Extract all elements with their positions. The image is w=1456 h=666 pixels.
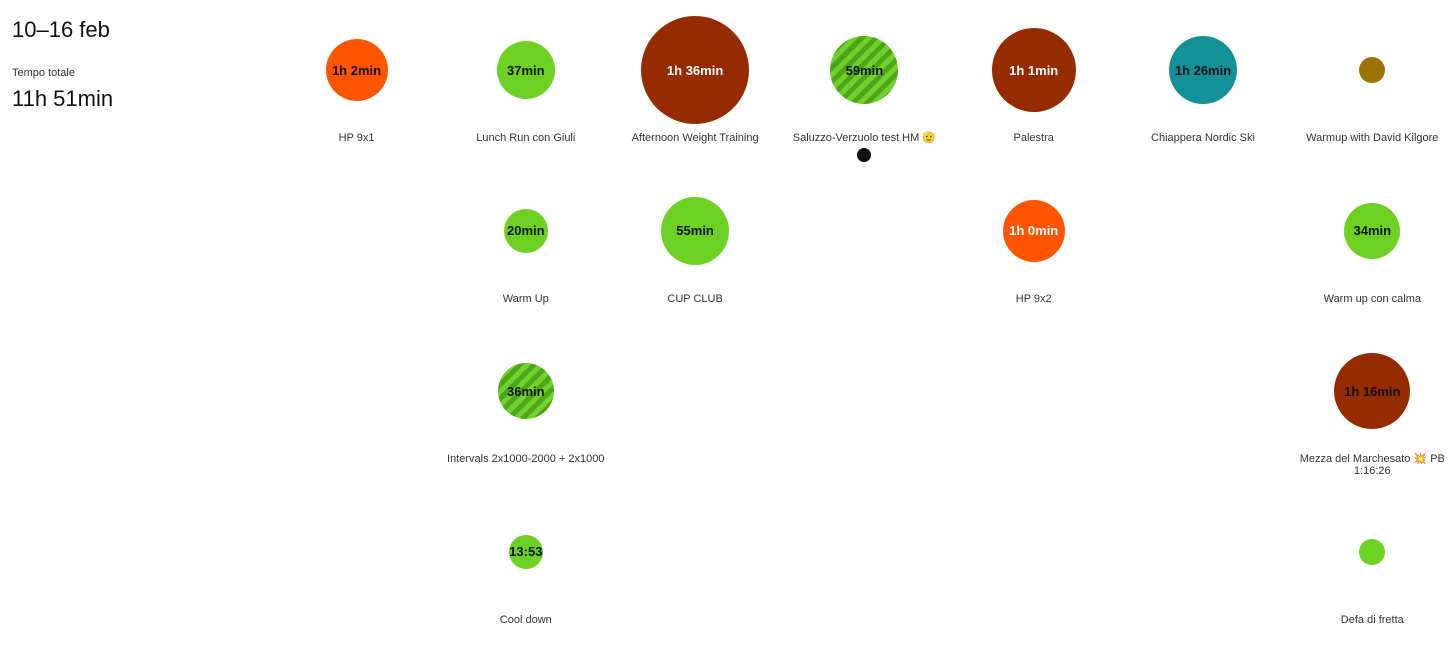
activity-bubble-area: 37min [441,0,610,140]
activity-name: Intervals 2x1000-2000 + 2x1000 [447,453,605,465]
activity-duration-bubble[interactable]: 1h 1min [991,28,1076,112]
activity-item[interactable]: 36min Intervals 2x1000-2000 + 2x1000 [441,321,610,481]
activity-duration: 13:53 [509,544,543,559]
activity-name: Chiappera Nordic Ski [1151,132,1255,144]
activity-item[interactable]: 59min Saluzzo-Verzuolo test HM 🫡 [780,0,949,162]
day-column: 59min Saluzzo-Verzuolo test HM 🫡 [780,0,949,666]
activity-name: Warmup with David Kilgore [1306,132,1439,144]
activity-bubble-area: 13:53 [441,482,610,622]
activity-duration: 55min [676,223,714,238]
activity-item[interactable]: 1h 1min Palestra [949,0,1118,160]
activity-item[interactable]: Defa di fretta [1288,482,1456,642]
day-column: 1h 1min Palestra 1h 0min HP 9x2 [949,0,1118,666]
activity-duration-bubble[interactable]: 1h 36min [641,16,750,124]
activity-item[interactable]: 37min Lunch Run con Giuli [441,0,610,160]
day-column: 1h 26min Chiappera Nordic Ski [1119,0,1288,666]
activity-bubble-area: 36min [441,321,610,461]
activity-bubble-area [1288,482,1456,622]
activity-duration-bubble[interactable] [1359,57,1386,83]
total-time-label: Tempo totale [12,67,75,79]
activity-item[interactable]: 55min CUP CLUB [611,161,780,321]
activity-duration: 36min [507,383,545,399]
activity-grid: 1h 2min HP 9x1 37min Lunch Run con Giuli 20m… [272,0,1456,666]
week-summary: 10–16 feb Tempo totale 11h 51min [12,14,252,112]
activity-duration: 1h 26min [1174,62,1232,78]
activity-duration: 1h 1min [1009,62,1059,78]
activity-bubble-area [1288,0,1456,140]
activity-duration-bubble[interactable]: 1h 26min [1169,36,1237,104]
activity-name: Warm up con calma [1323,292,1421,305]
activity-name: HP 9x2 [1015,292,1052,305]
activity-duration: 1h 36min [666,62,724,78]
day-column: Warmup with David Kilgore 34min Warm up co… [1288,0,1456,666]
activity-bubble-area: 1h 2min [272,0,441,140]
activity-name: Palestra [1013,132,1054,144]
activity-duration-bubble[interactable]: 59min [830,36,899,104]
activity-item[interactable]: Warmup with David Kilgore [1288,0,1456,160]
activity-item[interactable]: 34min Warm up con calma [1288,161,1456,321]
day-column: 1h 2min HP 9x1 [272,0,441,666]
activity-bubble-area: 1h 16min [1288,321,1456,461]
activity-item[interactable]: 1h 36min Afternoon Weight Training [611,0,780,160]
day-column: 37min Lunch Run con Giuli 20min Warm Up 36mi… [441,0,610,666]
activity-bubble-area: 20min [441,161,610,301]
activity-item[interactable]: 1h 26min Chiappera Nordic Ski [1119,0,1288,160]
activity-duration: 34min [1353,223,1392,238]
activity-bubble-area: 1h 0min [949,161,1118,301]
activity-bubble-area: 34min [1288,161,1456,301]
activity-duration-bubble[interactable]: 20min [503,208,548,253]
marker-dot [857,148,872,162]
activity-name: CUP CLUB [667,292,723,305]
activity-duration: 1h 16min [1344,383,1401,399]
day-column: 1h 36min Afternoon Weight Training 55min CU… [611,0,780,666]
activity-item[interactable]: 13:53 Cool down [441,482,610,642]
activity-item[interactable]: 20min Warm Up [441,161,610,321]
activity-name: Mezza del Marchesato 💥 PB 1:16:26 [1299,453,1445,477]
activity-duration-bubble[interactable] [1359,538,1386,565]
activity-duration-bubble[interactable]: 55min [661,196,730,265]
activity-duration-bubble[interactable]: 1h 16min [1334,353,1411,429]
activity-name: Lunch Run con Giuli [476,132,576,144]
activity-duration: 37min [507,62,545,78]
activity-duration: 59min [845,62,884,78]
activity-bubble-area: 1h 36min [611,0,780,140]
activity-duration: 1h 0min [1009,223,1059,238]
activity-item[interactable]: 1h 16min Mezza del Marchesato 💥 PB 1:16:2… [1288,321,1456,481]
activity-duration-bubble[interactable]: 37min [496,41,555,99]
activity-name: Defa di fretta [1340,613,1404,626]
activity-name: Afternoon Weight Training [631,132,759,144]
activity-name: Saluzzo-Verzuolo test HM 🫡 [792,132,937,144]
activity-bubble-area: 55min [611,161,780,301]
activity-bubble-area: 1h 1min [949,0,1118,140]
activity-duration-bubble[interactable]: 34min [1344,202,1401,259]
activity-duration-bubble[interactable]: 13:53 [508,534,543,569]
activity-item[interactable]: 1h 2min HP 9x1 [272,0,441,160]
activity-bubble-area: 1h 26min [1119,0,1288,140]
activity-name: Cool down [499,613,552,626]
week-title: 10–16 feb [12,17,110,42]
activity-duration-bubble[interactable]: 1h 2min [325,39,388,101]
total-time-value: 11h 51min [12,86,114,111]
activity-name: Warm Up [502,292,549,305]
activity-duration: 1h 2min [331,62,382,78]
activity-name: HP 9x1 [338,132,375,144]
activity-item[interactable]: 1h 0min HP 9x2 [949,161,1118,321]
activity-bubble-area: 59min [780,0,949,140]
activity-duration-bubble[interactable]: 36min [497,363,554,419]
activity-duration-bubble[interactable]: 1h 0min [1002,199,1065,262]
activity-duration: 20min [507,223,545,238]
